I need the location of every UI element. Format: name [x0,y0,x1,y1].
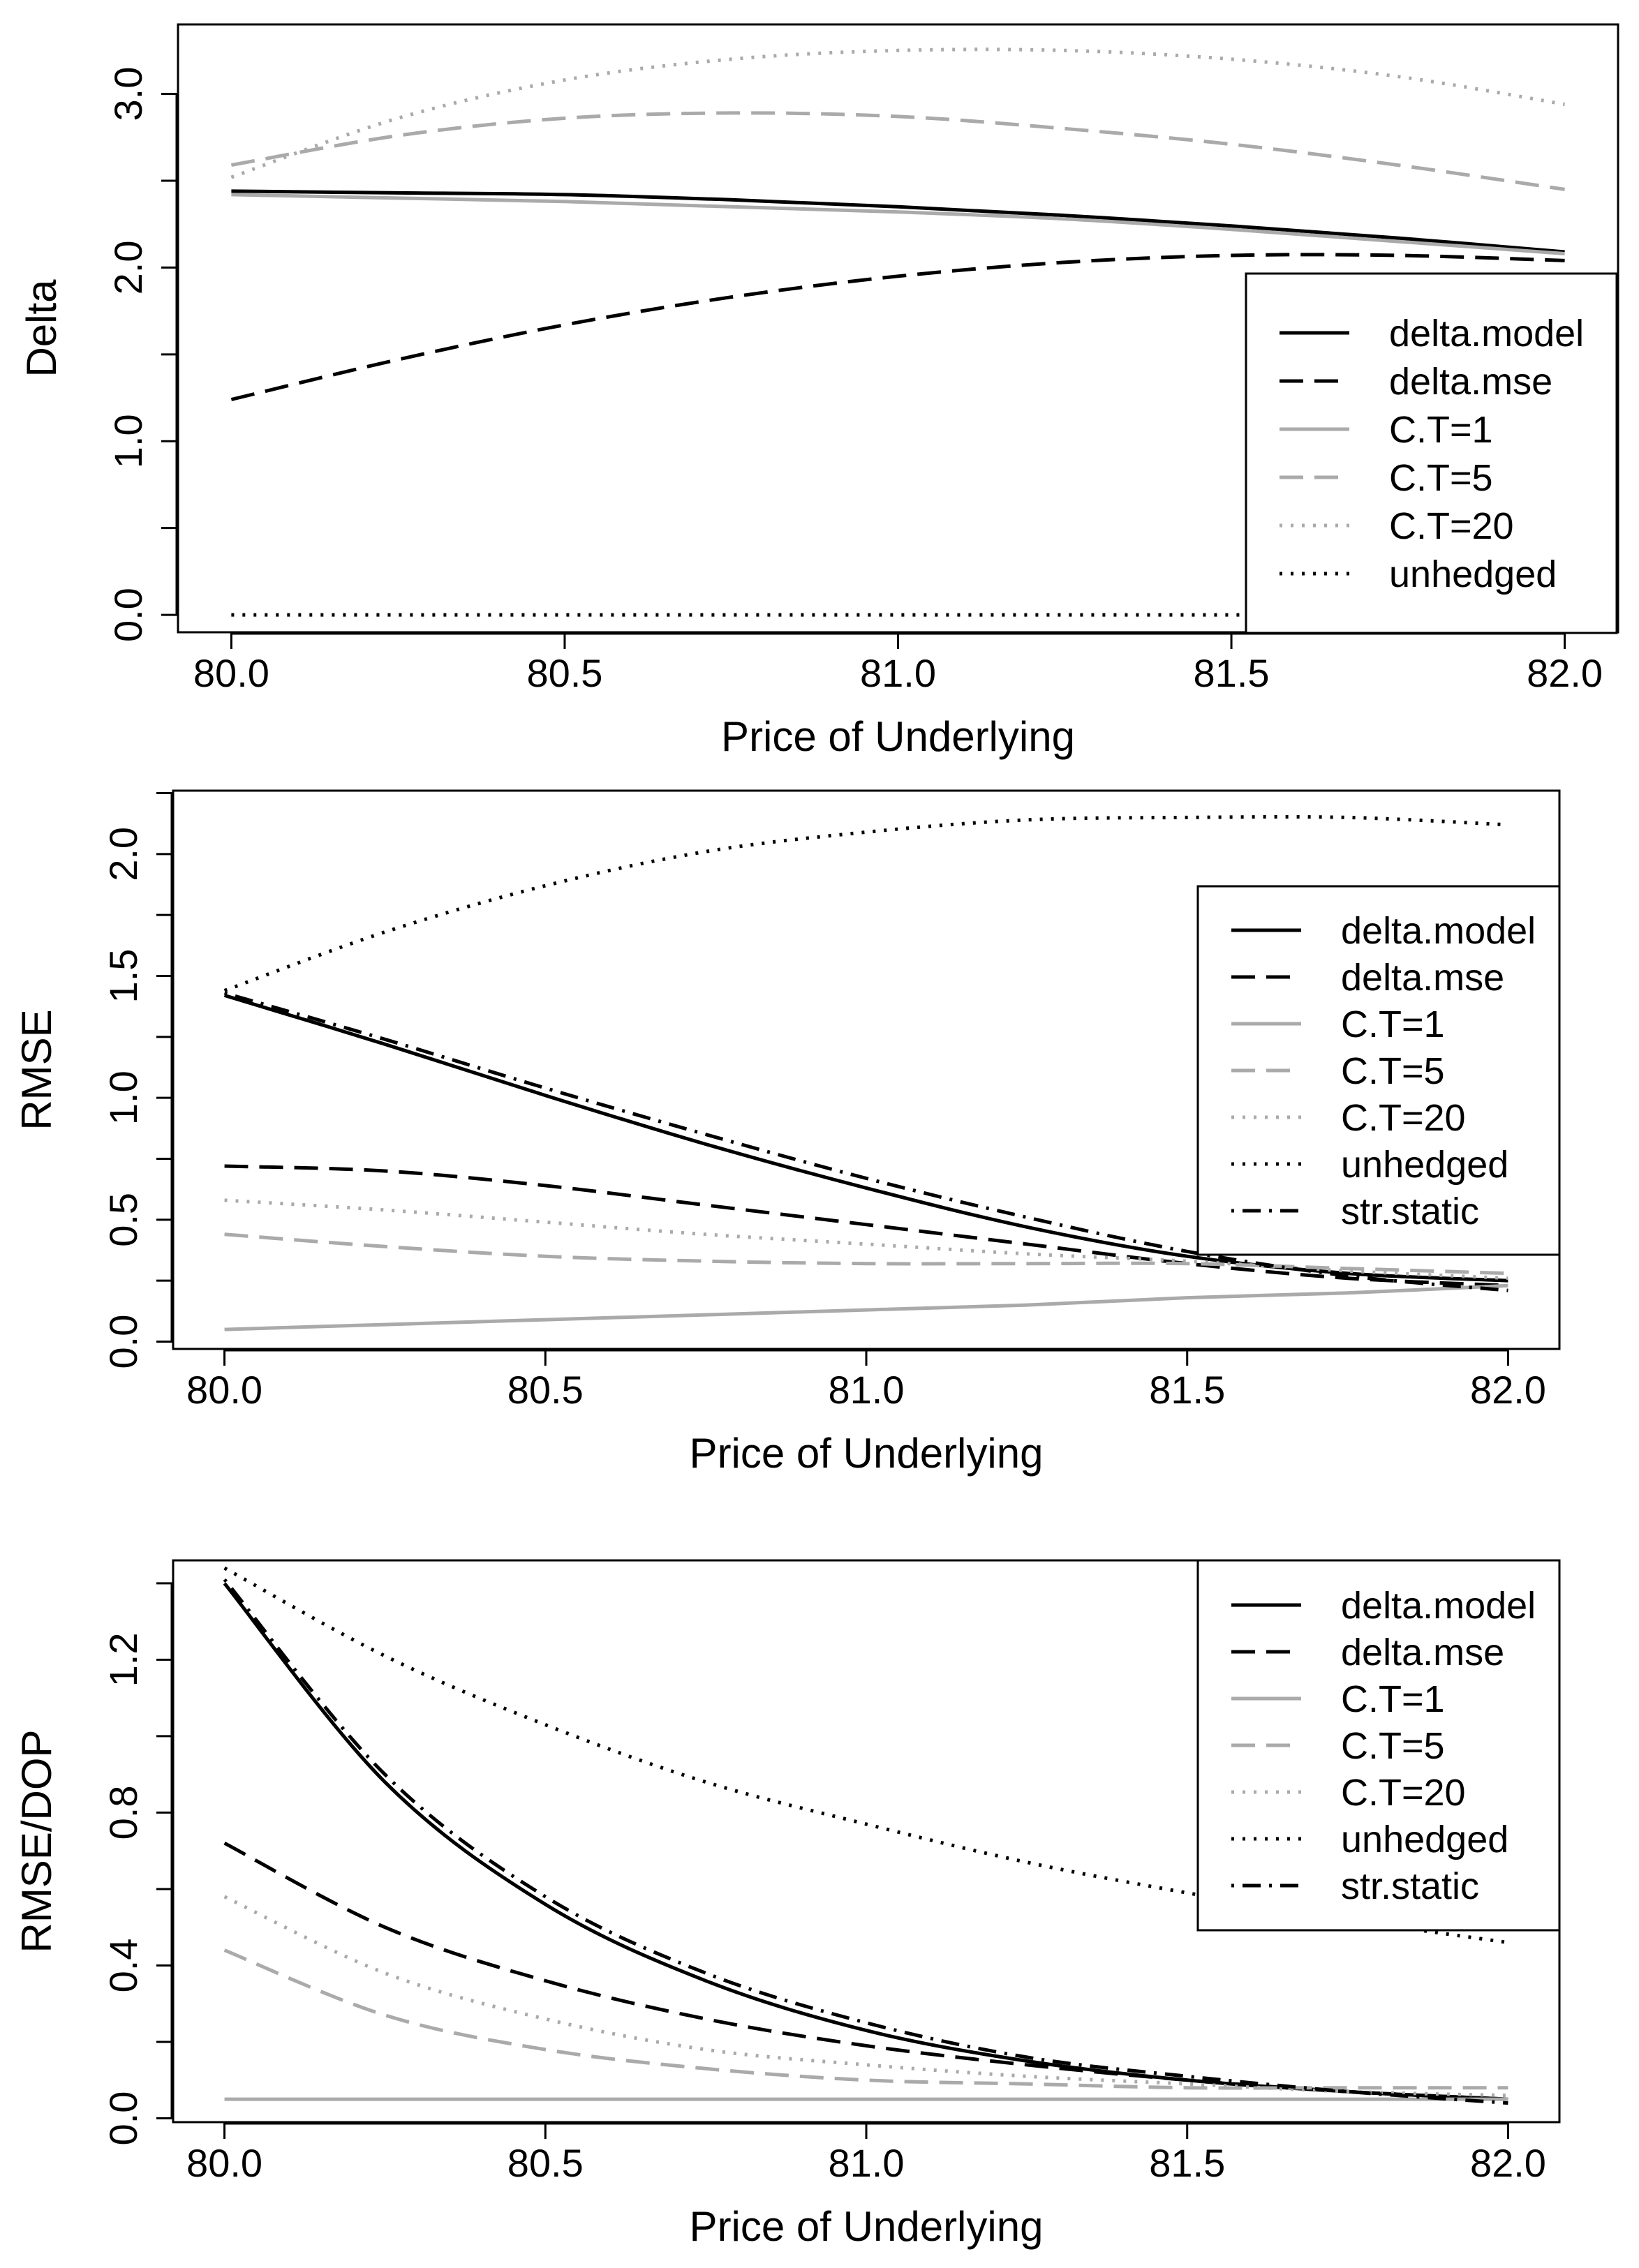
series-line-delta-mse [223,1841,1508,2101]
x-tick-label: 80.0 [186,2141,262,2185]
y-tick-label: 0.0 [101,1315,145,1369]
legend-label: C.T=1 [1341,1004,1445,1045]
x-tick-label: 80.5 [507,1368,584,1412]
y-tick-label: 1.2 [101,1632,145,1687]
x-tick-label: 81.0 [860,651,936,695]
legend-box [1196,1559,1561,1932]
legend-label: delta.model [1389,313,1584,355]
legend: delta.model delta.mse C.T=1 C.T=5 C.T=20 unhe… [1196,1559,1561,1932]
y-tick-label: 0.5 [101,1193,145,1247]
x-tick-label: 81.5 [1149,1368,1225,1412]
legend-label: unhedged [1341,1144,1508,1186]
series-line-c-t-20 [230,47,1566,179]
series-group [223,814,1508,1331]
series-line-str-static [223,991,1508,1292]
y-tick-label: 3.0 [106,67,150,121]
panel-rmse-dop: 80.0 80.5 81.0 81.5 82.0 0.0 0.4 0.8 1.2 Price of… [13,1559,1561,2250]
legend-label: delta.mse [1341,957,1504,999]
y-tick-label: 1.0 [106,414,150,468]
y-tick-label: 2.0 [106,240,150,294]
x-axis-title: Price of Underlying [690,1430,1044,1477]
series-line-unhedged [223,814,1508,992]
legend-label: delta.mse [1389,361,1552,403]
legend-label: C.T=5 [1341,1050,1445,1092]
legend-box [1196,885,1561,1256]
series-line-c-t-1 [224,1283,1508,1331]
legend: delta.model delta.mse C.T=1 C.T=5 C.T=20 unhe… [1196,885,1561,1256]
legend-label: delta.model [1341,910,1536,952]
x-tick-label: 81.5 [1194,651,1270,695]
x-tick-label: 82.0 [1527,651,1603,695]
series-line-c-t-5 [230,111,1565,191]
x-tick-label: 81.0 [829,1368,905,1412]
legend-label: delta.model [1341,1585,1536,1627]
x-tick-label: 82.0 [1470,2141,1546,2185]
legend-label: str.static [1341,1865,1479,1907]
y-axis-title: RMSE [13,1009,60,1130]
y-tick-label: 0.0 [106,588,150,642]
x-tick-label: 80.0 [193,651,269,695]
legend-label: C.T=20 [1341,1097,1466,1139]
series-group [223,1566,1508,2105]
x-tick-label: 80.0 [186,1368,262,1412]
series-line-delta-model [231,189,1565,254]
series-line-c-t-1 [231,193,1565,255]
series-line-c-t-5 [224,1232,1508,1276]
x-axis-title: Price of Underlying [721,713,1075,760]
y-tick-label: 0.4 [101,1939,145,1993]
y-axis-title: RMSE/DOP [13,1729,60,1953]
legend-label: unhedged [1389,553,1557,595]
legend-label: str.static [1341,1191,1479,1232]
y-tick-label: 0.0 [101,2091,145,2146]
panel-delta: 80.0 80.5 81.0 81.5 82.0 0.0 1.0 2.0 3.0 Price of… [18,23,1619,760]
y-tick-label: 2.0 [101,827,145,881]
x-tick-label: 81.5 [1149,2141,1225,2185]
x-tick-label: 81.0 [829,2141,905,2185]
series-line-str-static [223,1578,1508,2105]
y-tick-label: 0.8 [101,1785,145,1840]
legend-label: C.T=1 [1341,1678,1445,1720]
legend-label: C.T=5 [1389,457,1493,499]
legend-label: C.T=5 [1341,1725,1445,1767]
x-tick-label: 80.5 [526,651,602,695]
legend-label: C.T=1 [1389,409,1493,451]
series-line-delta-mse [230,253,1565,401]
series-line-c-t-5 [223,1948,1508,2090]
panel-rmse: 80.0 80.5 81.0 81.5 82.0 0.0 0.5 1.0 1.5 2.0 Price… [13,789,1561,1477]
legend: delta.model delta.mse C.T=1 C.T=5 C.T=20 unhe… [1245,272,1618,634]
y-tick-label: 1.5 [101,949,145,1004]
y-axis-title: Delta [18,279,65,378]
y-tick-label: 1.0 [101,1070,145,1125]
x-tick-label: 82.0 [1470,1368,1546,1412]
x-tick-label: 80.5 [507,2141,584,2185]
series-group [230,47,1566,617]
legend-label: unhedged [1341,1819,1508,1860]
legend-label: C.T=20 [1389,505,1514,547]
legend-label: C.T=20 [1341,1772,1466,1814]
series-line-delta-mse [224,1164,1508,1288]
series-line-unhedged [223,1566,1508,1945]
legend-label: delta.mse [1341,1632,1504,1673]
x-axis-title: Price of Underlying [690,2203,1044,2250]
